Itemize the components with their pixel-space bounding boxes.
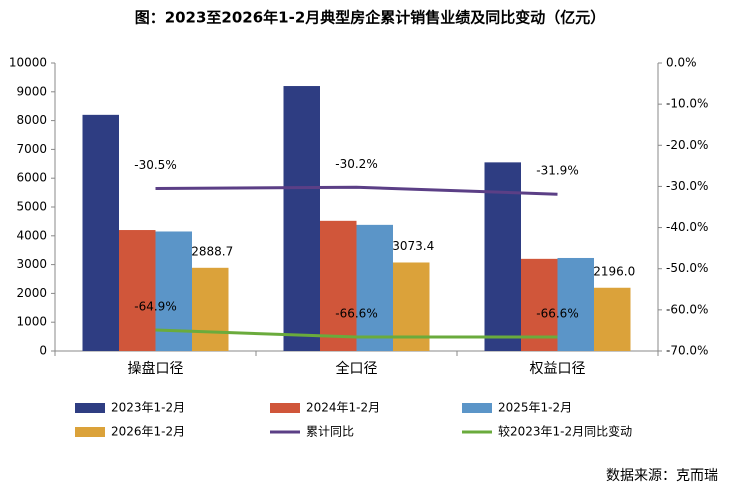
legend-label: 2024年1-2月 xyxy=(306,401,380,415)
legend-swatch xyxy=(462,403,492,413)
bar xyxy=(320,220,357,351)
data-label: -30.2% xyxy=(335,157,377,171)
bar xyxy=(155,231,192,351)
bar xyxy=(283,86,320,351)
line-series xyxy=(155,185,558,196)
y-tick-label: 2000 xyxy=(16,286,47,300)
legend-swatch xyxy=(75,403,105,413)
y2-tick-label: -30.0% xyxy=(666,179,708,193)
y-tick-label: 6000 xyxy=(16,171,47,185)
chart-title: 图：2023至2026年1-2月典型房企累计销售业绩及同比变动（亿元） xyxy=(135,9,606,27)
data-label: -30.5% xyxy=(134,158,176,172)
bar xyxy=(82,114,119,351)
legend-swatch xyxy=(270,403,300,413)
legend-label: 较2023年1-2月同比变动 xyxy=(498,424,632,439)
data-label: 2888.7 xyxy=(191,244,233,258)
y-tick-label: 0 xyxy=(39,344,47,358)
data-label: -64.9% xyxy=(134,300,176,314)
y2-tick-label: -70.0% xyxy=(666,344,708,358)
line-series xyxy=(155,328,558,339)
x-tick-label: 权益口径 xyxy=(530,361,586,377)
y2-tick-label: -20.0% xyxy=(666,138,708,152)
legend-label: 2023年1-2月 xyxy=(111,401,185,415)
y-tick-label: 1000 xyxy=(16,315,47,329)
y-tick-label: 8000 xyxy=(16,113,47,127)
bar xyxy=(192,267,229,351)
y2-tick-label: -50.0% xyxy=(666,261,708,275)
bar xyxy=(557,257,594,351)
legend-swatch xyxy=(75,427,105,437)
y2-tick-label: -40.0% xyxy=(666,220,708,234)
data-label: 2196.0 xyxy=(593,264,635,278)
data-label: -31.9% xyxy=(536,164,578,178)
y-tick-label: 4000 xyxy=(16,228,47,242)
y2-tick-label: -10.0% xyxy=(666,97,708,111)
y2-tick-label: -60.0% xyxy=(666,302,708,316)
legend-label: 2025年1-2月 xyxy=(498,401,572,415)
data-label: -66.6% xyxy=(335,307,377,321)
legend-label: 2026年1-2月 xyxy=(111,425,185,439)
legend-label: 累计同比 xyxy=(306,425,354,439)
source-note: 数据来源：克而瑞 xyxy=(606,468,718,484)
bar xyxy=(594,287,631,351)
bar xyxy=(119,230,156,351)
y-tick-label: 3000 xyxy=(16,257,47,271)
bar xyxy=(356,224,393,351)
data-label: 3073.4 xyxy=(392,239,434,253)
x-tick-label: 操盘口径 xyxy=(128,360,184,377)
y-tick-label: 9000 xyxy=(16,84,47,98)
x-tick-label: 全口径 xyxy=(336,360,378,377)
y2-tick-label: 0.0% xyxy=(666,56,697,70)
y-tick-label: 7000 xyxy=(16,142,47,156)
y-tick-label: 5000 xyxy=(16,200,47,214)
y-tick-label: 10000 xyxy=(9,56,47,70)
data-label: -66.6% xyxy=(536,307,578,321)
